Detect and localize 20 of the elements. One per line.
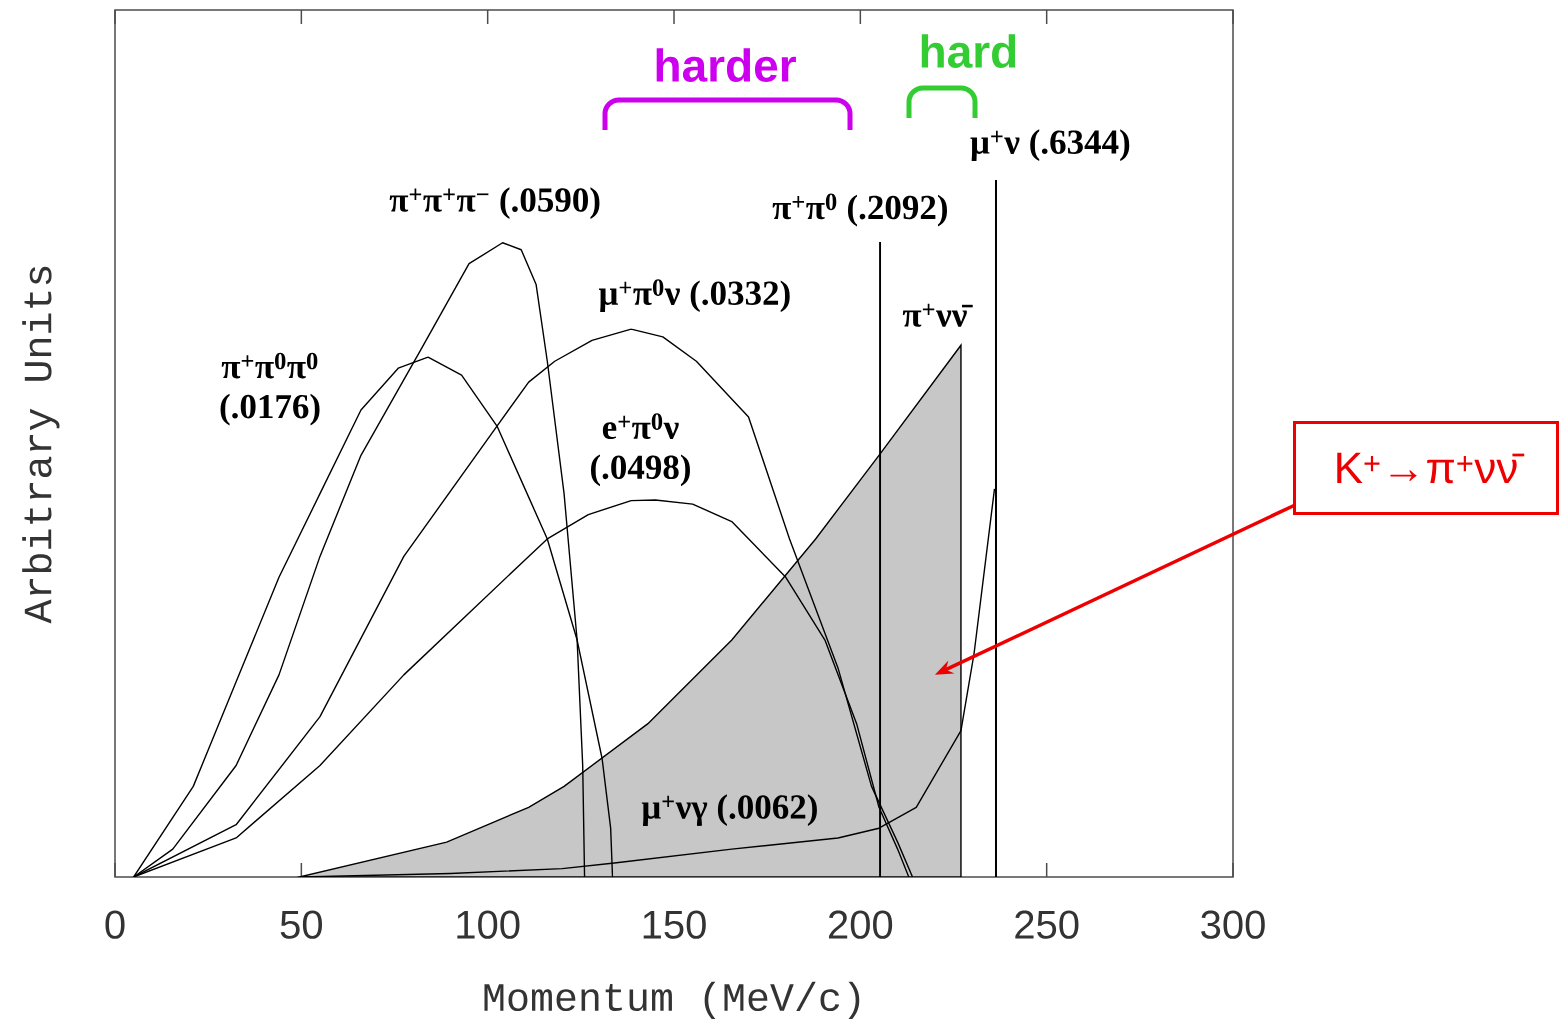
x-tick-label: 0 [105,910,125,939]
y-axis-title: Arbitrary Units [22,266,60,624]
x-tick-label: 250 [1015,910,1079,939]
series-label: π$^{+}$π$^{0}$ (.2092) [772,193,947,227]
x-tick-label: 100 [457,910,520,939]
series-label: π$^{+}$π$^{0}$π$^{0}$ (.0176) [220,352,320,426]
text: K$^{+}$→π$^{+}$νν̄ [1337,452,1525,484]
x-tick-label: 50 [280,910,323,939]
series-label: e$^{+}$π$^{0}$ν (.0498) [590,413,690,487]
x-tick-label: 300 [1201,910,1265,939]
series-label: μ$^{+}$νγ (.0062) [641,794,817,826]
x-tick-label: 150 [643,910,706,939]
series-label: π$^{+}$νν̄ [902,303,973,327]
text: hard [921,34,1016,68]
x-axis-title: Momentum (MeV/c) [484,981,860,1019]
text: harder [656,48,796,82]
series-label: π$^{+}$π$^{+}$π$^{−}$ (.0590) [389,187,600,219]
x-tick-label: 200 [828,910,893,939]
series-label: μ$^{+}$π$^{0}$ν (.0332) [598,279,790,313]
series-label: μ$^{+}$ν (.6344) [970,129,1130,162]
